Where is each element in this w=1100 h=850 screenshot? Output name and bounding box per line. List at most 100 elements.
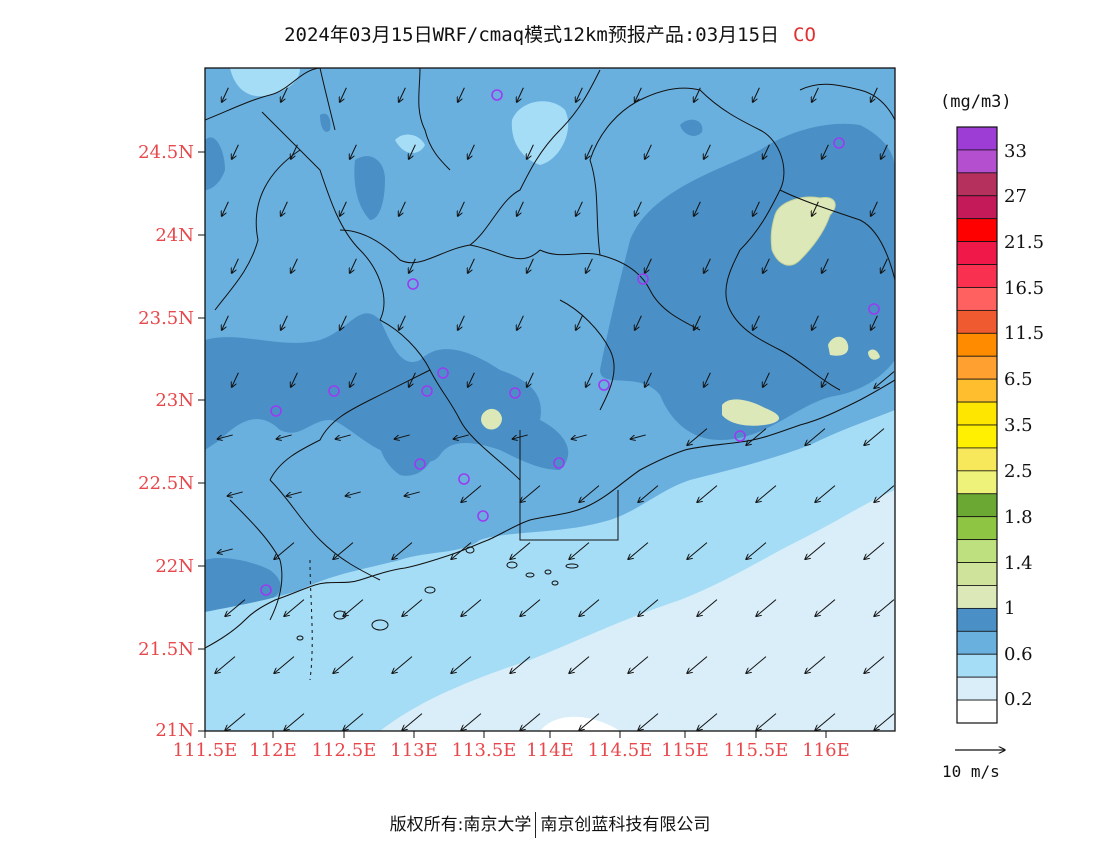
colorbar-swatch (956, 447, 998, 472)
station-marker[interactable] (509, 387, 521, 399)
lon-label: 114.5E (587, 740, 653, 761)
wind-arrow (571, 434, 587, 439)
wind-arrow (335, 434, 351, 439)
station-marker[interactable] (407, 278, 419, 290)
colorbar-label: 3.5 (1004, 415, 1033, 436)
wind-arrow (704, 144, 711, 160)
wind-arrow (871, 201, 878, 217)
wind-arrow (822, 372, 829, 388)
hotspot-area (770, 196, 836, 266)
wind-arrow (281, 201, 288, 217)
coastal-fringe (309, 559, 313, 681)
colorbar-swatch (956, 585, 998, 609)
colorbar-swatch (956, 309, 998, 334)
station-marker[interactable] (421, 385, 433, 397)
station-marker[interactable] (553, 457, 565, 469)
islands (296, 546, 579, 641)
wind-arrow (225, 713, 246, 731)
station-marker[interactable] (437, 367, 449, 379)
wind-arrow (874, 713, 895, 731)
wind-arrow (763, 372, 770, 388)
pollutant-label: CO (793, 24, 816, 46)
land-dark-area (320, 113, 331, 132)
lat-label: 22.5N (138, 473, 194, 494)
wind-arrow (399, 315, 406, 331)
station-marker[interactable] (414, 458, 426, 470)
wind-arrow (458, 201, 465, 217)
wind-arrow (517, 201, 524, 217)
lat-label: 21.5N (138, 639, 194, 660)
wind-arrow (215, 656, 236, 674)
wind-arrow (350, 372, 357, 388)
wind-arrow (704, 258, 711, 274)
title-text: 2024年03月15日WRF/cmaq模式12km预报产品:03月15日 (284, 24, 780, 46)
wind-arrow (392, 542, 413, 560)
wind-arrow (697, 713, 718, 731)
colorbar-swatch (956, 493, 998, 518)
hotspot-area (722, 399, 780, 426)
colorbar-swatch (956, 218, 998, 243)
wind-arrow (345, 491, 361, 496)
station-marker[interactable] (637, 273, 649, 285)
wind-arrow (763, 258, 770, 274)
colorbar-swatch (956, 699, 998, 724)
lon-label: 112E (249, 740, 297, 761)
wind-arrow (520, 599, 541, 617)
wind-arrow (805, 656, 826, 674)
lon-label: 111.5E (172, 740, 238, 761)
station-marker[interactable] (868, 303, 880, 315)
lon-label: 116E (802, 740, 850, 761)
company-text: 南京创蓝科技有限公司 (540, 815, 711, 835)
wind-arrow (874, 485, 895, 503)
wind-arrow (281, 315, 288, 331)
station-marker[interactable] (458, 473, 470, 485)
wind-arrow (340, 315, 347, 331)
map-title: 2024年03月15日WRF/cmaq模式12km预报产品:03月15日 CO (0, 20, 1100, 47)
colorbar-swatch (956, 653, 998, 678)
land-light-patch (511, 101, 569, 165)
lon-label: 114E (526, 740, 574, 761)
wind-arrow (579, 713, 600, 731)
wind-reference-label: 10 m/s (942, 762, 1000, 781)
wind-arrow (697, 485, 718, 503)
sea-pale-area (380, 490, 895, 731)
station-marker[interactable] (328, 385, 340, 397)
colorbar-label: 1.4 (1004, 553, 1033, 574)
wind-arrow (645, 258, 652, 274)
wind-arrow (753, 201, 760, 217)
wind-arrow (756, 599, 777, 617)
station-marker[interactable] (491, 89, 503, 101)
wind-arrow (805, 428, 826, 446)
wind-arrow (586, 144, 593, 160)
wind-arrow (399, 201, 406, 217)
colorbar-swatch (956, 676, 998, 701)
wind-arrow (694, 315, 701, 331)
wind-arrow (451, 542, 472, 560)
wind-arrow (333, 542, 354, 560)
colorbar-swatch (956, 126, 998, 151)
wind-arrow (222, 201, 229, 217)
wind-arrow (284, 713, 305, 731)
axis-ticks (198, 151, 827, 738)
wind-arrow (291, 258, 298, 274)
wind-arrow (291, 372, 298, 388)
wind-arrow (512, 434, 528, 439)
station-marker[interactable] (598, 379, 610, 391)
wind-arrow (569, 542, 590, 560)
colorbar-swatch (956, 287, 998, 311)
colorbar-swatch (956, 401, 998, 426)
station-marker[interactable] (260, 584, 272, 596)
wind-arrow (409, 372, 416, 388)
station-marker[interactable] (477, 510, 489, 522)
wind-arrow (217, 434, 233, 439)
station-marker[interactable] (833, 137, 845, 149)
wind-arrow (805, 542, 826, 560)
colorbar-swatch (956, 332, 998, 357)
wind-arrow (881, 258, 888, 274)
station-marker[interactable] (270, 405, 282, 417)
wind-arrow (404, 491, 420, 496)
lat-label: 23N (155, 390, 194, 411)
colorbar-swatch (956, 630, 998, 655)
wind-arrow (756, 485, 777, 503)
station-marker[interactable] (734, 430, 746, 442)
